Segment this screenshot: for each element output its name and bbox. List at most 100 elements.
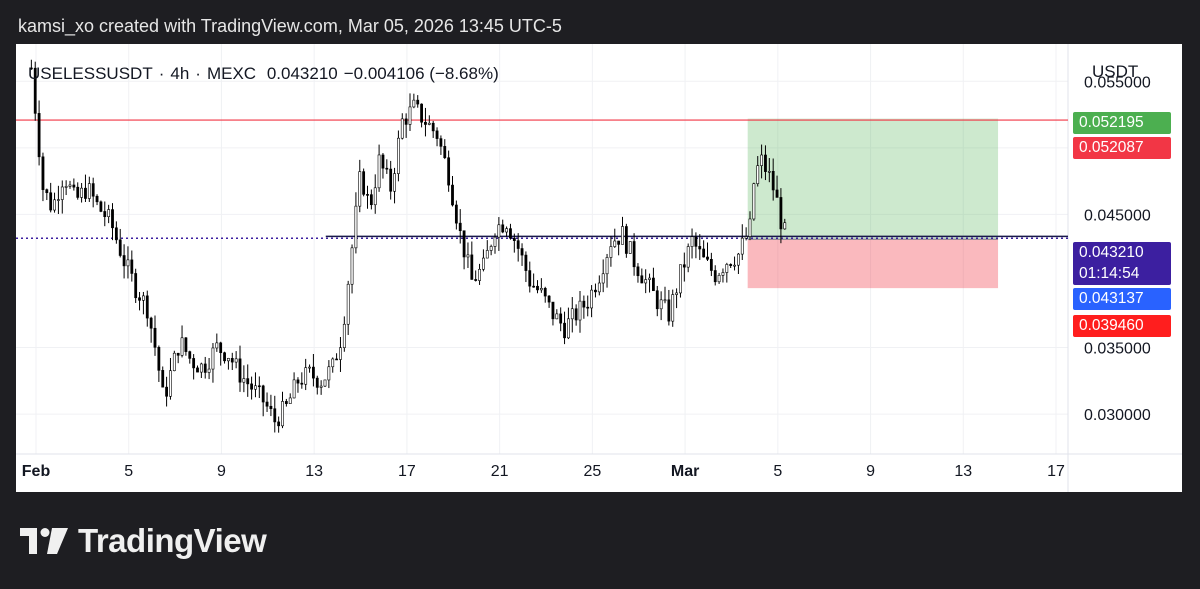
candle-body (698, 246, 702, 250)
candle-body (196, 367, 199, 373)
candle-body (578, 300, 582, 321)
x-tick-label: Mar (671, 463, 699, 480)
candle-body (269, 405, 273, 410)
candle-body (211, 347, 215, 370)
candle-body (91, 183, 95, 197)
candle-body (145, 295, 149, 319)
candle-body (277, 421, 281, 427)
last-price-value: 0.043210 (266, 64, 338, 83)
candle-body (157, 347, 161, 371)
candle-body (126, 259, 130, 267)
candle-body (694, 236, 698, 247)
candle-body (60, 186, 64, 200)
entry-badge: 0.043137 (1073, 288, 1171, 310)
candle-body (122, 255, 126, 267)
candle-body (586, 306, 590, 309)
candle-body (682, 264, 686, 268)
candle-body (339, 347, 342, 360)
candle-body (111, 209, 114, 229)
candle-body (134, 273, 138, 299)
candle-body (740, 237, 744, 255)
candle-body (675, 292, 678, 295)
candle-body (373, 187, 377, 206)
tradingview-icon (20, 528, 68, 554)
candle-body (199, 363, 203, 373)
candle-body (261, 385, 265, 403)
candle-body (114, 227, 118, 241)
candle-body (690, 236, 694, 247)
candle-body (238, 358, 242, 383)
candle-body (551, 301, 555, 320)
candle-body (138, 297, 141, 301)
candle-body (435, 130, 439, 139)
candle-body (53, 199, 56, 211)
symbol-name[interactable]: USELESSUSDT (28, 64, 153, 83)
candle-body (254, 385, 257, 390)
candle-body (752, 183, 756, 220)
candle-body (431, 122, 435, 132)
candle-body (516, 240, 520, 249)
candle-body (215, 342, 219, 349)
candle-body (663, 299, 667, 302)
candle-body (478, 268, 481, 281)
candle-body (331, 358, 335, 368)
candle-body (505, 228, 508, 233)
currency-label[interactable]: USDT (1092, 62, 1139, 81)
candle-body (149, 317, 153, 329)
candle-body (466, 254, 470, 258)
x-tick-label: Feb (22, 463, 51, 480)
candle-body (648, 277, 651, 280)
candle-body (169, 370, 172, 397)
candle-body (485, 250, 489, 259)
candle-body (624, 226, 628, 254)
candle-body (760, 154, 763, 166)
candle-body (416, 99, 420, 105)
candle-body (783, 222, 787, 230)
candle-body (594, 289, 597, 293)
x-tick-label: 13 (305, 463, 323, 480)
candle-body (427, 122, 431, 125)
separator: · (195, 64, 201, 83)
candle-body (161, 370, 165, 388)
grid-lines (16, 44, 1182, 492)
candle-body (176, 352, 180, 356)
tradingview-logo: TradingView (20, 522, 267, 560)
candle-body (358, 171, 362, 207)
candle-body (296, 379, 300, 384)
price-chart[interactable]: 0.0550000.0500000.0450000.0350000.030000… (16, 44, 1182, 492)
candle-body (582, 300, 586, 308)
candle-body (389, 168, 393, 192)
candle-body (335, 358, 338, 361)
candle-body (346, 283, 350, 325)
candle-body (555, 313, 559, 320)
candle-body (223, 352, 226, 362)
candle-body (420, 103, 423, 123)
candle-body (501, 224, 505, 233)
candle-body (621, 226, 624, 245)
candle-body (775, 189, 779, 198)
candle-body (242, 378, 246, 383)
interval[interactable]: 4h (170, 64, 190, 83)
candle-body (443, 146, 447, 159)
candle-body (408, 106, 412, 125)
candle-body (234, 358, 238, 363)
candle-body (539, 287, 543, 291)
candle-body (308, 366, 311, 369)
chart-panel[interactable]: 0.0550000.0500000.0450000.0350000.030000… (16, 44, 1182, 492)
brand-name: TradingView (78, 522, 267, 559)
candle-body (764, 154, 767, 172)
candle-body (439, 138, 443, 147)
last-price-badge: 0.043210 01:14:54 (1073, 242, 1171, 285)
candle-body (323, 379, 327, 387)
candle-body (497, 224, 501, 238)
candle-body (709, 258, 713, 271)
candle-body (49, 192, 53, 211)
candle-body (57, 199, 60, 201)
candle-body (702, 248, 706, 258)
candle-body (354, 205, 358, 249)
candle-body (412, 99, 416, 108)
candle-body (292, 379, 296, 399)
candle-body (227, 358, 230, 362)
separator: · (158, 64, 165, 83)
candle-body (462, 230, 466, 258)
